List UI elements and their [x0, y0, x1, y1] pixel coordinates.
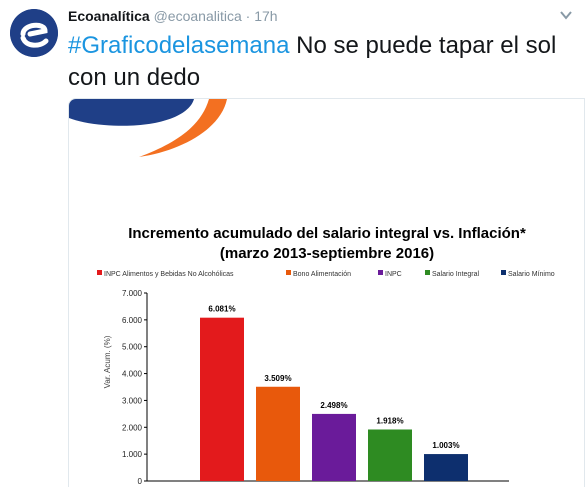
bar-data-label: 3.509%: [264, 374, 291, 383]
chart-title: Incremento acumulado del salario integra…: [128, 225, 526, 242]
author-name[interactable]: Ecoanalítica: [68, 8, 150, 24]
legend-swatch: [286, 270, 291, 275]
bar-data-label: 2.498%: [320, 401, 347, 410]
legend-label: INPC Alimentos y Bebidas No Alcohólicas: [104, 271, 234, 278]
legend-label: Bono Alimentación: [293, 271, 351, 278]
chart-image: Incremento acumulado del salario integra…: [69, 99, 555, 486]
header-separator: ·: [245, 8, 251, 24]
y-axis-label: Var. Acum. (%): [103, 335, 112, 388]
y-tick-label: 2.000: [122, 423, 143, 432]
brand-swoosh-orange: [139, 99, 227, 157]
author-handle[interactable]: @ecoanalitica: [153, 8, 242, 24]
bar: [368, 429, 412, 481]
y-tick-label: 1.000: [122, 450, 143, 459]
tweet-header: Ecoanalítica @ecoanalitica · 17h: [68, 8, 278, 25]
bar: [256, 386, 300, 481]
ecoanalitica-avatar[interactable]: [10, 9, 58, 57]
tweet-body: No se puede tapar el sol con un dedo: [68, 32, 557, 91]
bar: [312, 413, 356, 481]
tweet-text: #Graficodelasemana No se puede tapar el …: [68, 30, 568, 94]
legend-swatch: [378, 270, 383, 275]
legend-swatch: [97, 270, 102, 275]
brand-swoosh-blue: [69, 99, 194, 126]
legend-swatch: [501, 270, 506, 275]
bar-data-label: 6.081%: [208, 305, 235, 314]
hashtag-link[interactable]: #Graficodelasemana: [68, 32, 290, 59]
chevron-down-icon[interactable]: [559, 10, 573, 20]
bar: [424, 454, 468, 481]
legend-swatch: [425, 270, 430, 275]
legend-label: Salario Integral: [432, 271, 480, 278]
y-tick-label: 7.000: [122, 289, 143, 298]
y-tick-label: 3.000: [122, 396, 143, 405]
chart-legend: INPC Alimentos y Bebidas No Alcohólicas B…: [97, 270, 555, 278]
bar-data-label: 1.918%: [376, 416, 403, 425]
tweet-timestamp[interactable]: 17h: [254, 8, 278, 24]
legend-label: Salario Mínimo: [508, 271, 555, 278]
brand-swoosh: [69, 99, 227, 157]
y-tick-label: 6.000: [122, 316, 143, 325]
bar-data-label: 1.003%: [432, 441, 459, 450]
bar: [200, 317, 244, 481]
chart-subtitle: (marzo 2013-septiembre 2016): [220, 245, 434, 262]
y-tick-label: 0: [138, 477, 143, 486]
ecoanalitica-logo-icon: [10, 9, 58, 57]
tweet-media-card[interactable]: Incremento acumulado del salario integra…: [68, 98, 585, 487]
y-tick-label: 4.000: [122, 370, 143, 379]
y-tick-label: 5.000: [122, 343, 143, 352]
chart-bars: 6.081% 3.509% 2.498% 1.918% 1.003%: [200, 305, 468, 481]
legend-label: INPC: [385, 271, 402, 278]
